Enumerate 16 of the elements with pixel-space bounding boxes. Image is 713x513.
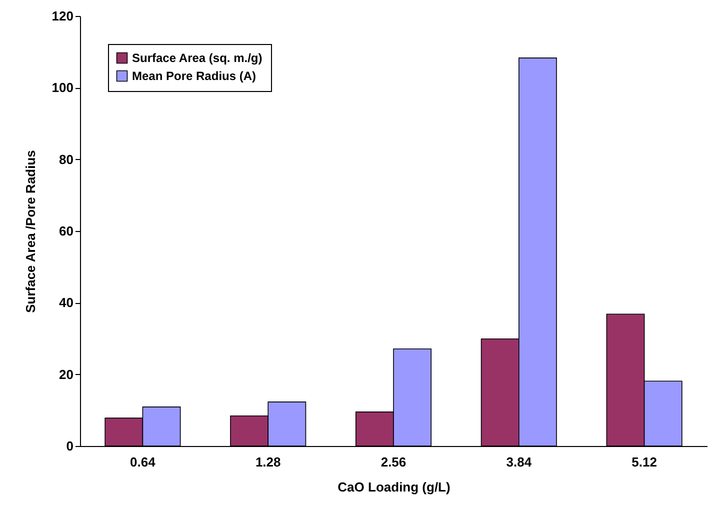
x-tick-label: 5.12 [632, 454, 657, 470]
y-tick-label: 40 [59, 295, 74, 310]
x-axis-title: CaO Loading (g/L) [338, 480, 450, 494]
x-tick-label: 3.84 [506, 454, 532, 470]
legend-label: Surface Area (sq. m./g) [132, 51, 262, 65]
legend-label: Mean Pore Radius (A) [132, 69, 256, 83]
x-tick-label: 0.64 [130, 454, 156, 470]
y-tick-label: 120 [52, 8, 74, 24]
y-tick-label: 0 [66, 438, 74, 454]
y-tick-label: 100 [52, 80, 74, 96]
x-tick-label: 2.56 [380, 454, 406, 470]
y-tick-label: 80 [59, 152, 74, 167]
y-tick-label: 60 [59, 224, 74, 238]
x-tick-label: 1.28 [255, 454, 281, 470]
y-axis-title: Surface Area /Pore Radius [22, 150, 38, 313]
y-tick-label: 20 [59, 366, 74, 382]
